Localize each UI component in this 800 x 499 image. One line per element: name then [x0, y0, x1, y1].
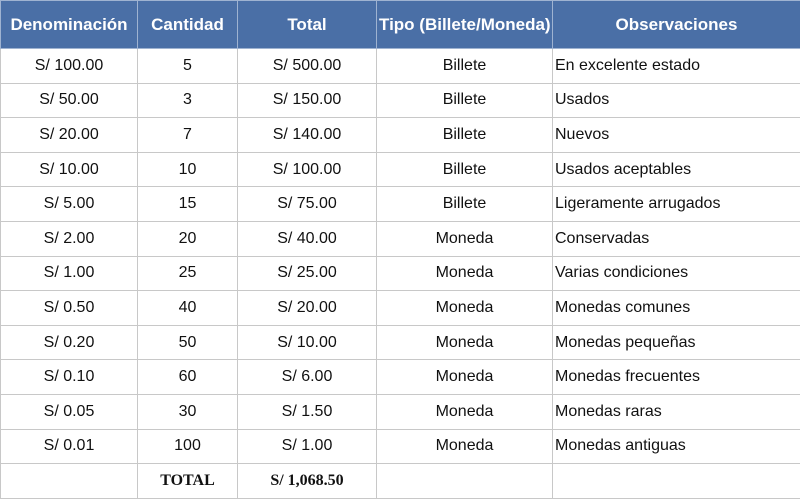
table-row: S/ 10.00 10 S/ 100.00 Billete Usados aceptab… [0, 151, 800, 188]
table-cell: Usados [552, 82, 800, 119]
table-cell: S/ 75.00 [237, 186, 377, 222]
table-cell: S/ 0.50 [0, 290, 138, 326]
table-row: S/ 20.00 7 S/ 140.00 Billete Nuevos [0, 117, 800, 153]
table-row: S/ 5.00 15 S/ 75.00 Billete Ligeramente arru… [0, 186, 800, 222]
table-cell: Moneda [376, 393, 553, 430]
table-cell: Moneda [376, 290, 553, 326]
table-cell: Billete [376, 151, 553, 188]
table-cell: 3 [137, 82, 238, 119]
header-cell: Denominación [0, 0, 138, 49]
table-cell: En excelente estado [552, 48, 800, 84]
table-cell: S/ 10.00 [0, 151, 138, 188]
table-cell: Moneda [376, 220, 553, 257]
table-cell: 100 [137, 428, 238, 465]
table-cell: 5 [137, 48, 238, 84]
table-cell: S/ 1.50 [237, 393, 377, 430]
table-cell: 60 [137, 359, 238, 395]
table-cell: 15 [137, 186, 238, 222]
table-row: S/ 0.50 40 S/ 20.00 Moneda Monedas comunes [0, 290, 800, 326]
total-value: S/ 1,068.50 [237, 463, 377, 499]
total-row: TOTAL S/ 1,068.50 [0, 463, 800, 499]
header-cell: Total [237, 0, 377, 49]
table-cell: Monedas pequeñas [552, 324, 800, 361]
table-cell: 20 [137, 220, 238, 257]
header-row: Denominación Cantidad Total Tipo (Billete/M… [0, 0, 800, 49]
table-cell: S/ 50.00 [0, 82, 138, 119]
table-cell: S/ 20.00 [0, 117, 138, 153]
empty-cell [0, 463, 138, 499]
table-cell: Nuevos [552, 117, 800, 153]
table-row: S/ 0.05 30 S/ 1.50 Moneda Monedas raras [0, 393, 800, 430]
table-cell: Monedas frecuentes [552, 359, 800, 395]
table-cell: 7 [137, 117, 238, 153]
table-row: S/ 0.20 50 S/ 10.00 Moneda Monedas pequeñas [0, 324, 800, 361]
table-row: S/ 50.00 3 S/ 150.00 Billete Usados [0, 82, 800, 119]
table-cell: Usados aceptables [552, 151, 800, 188]
table-cell: Moneda [376, 359, 553, 395]
table-body: S/ 100.00 5 S/ 500.00 Billete En excelente e… [0, 48, 800, 499]
table-cell: Monedas comunes [552, 290, 800, 326]
table-cell: Conservadas [552, 220, 800, 257]
table-cell: Billete [376, 186, 553, 222]
table-cell: 25 [137, 255, 238, 292]
table-cell: S/ 25.00 [237, 255, 377, 292]
table-cell: Monedas raras [552, 393, 800, 430]
table-cell: 40 [137, 290, 238, 326]
table-cell: S/ 500.00 [237, 48, 377, 84]
table-cell: S/ 100.00 [0, 48, 138, 84]
table-cell: S/ 1.00 [0, 255, 138, 292]
table-cell: S/ 100.00 [237, 151, 377, 188]
table-cell: Billete [376, 82, 553, 119]
table-cell: S/ 6.00 [237, 359, 377, 395]
table-cell: Moneda [376, 428, 553, 465]
table-cell: S/ 150.00 [237, 82, 377, 119]
table-cell: S/ 5.00 [0, 186, 138, 222]
table-cell: S/ 140.00 [237, 117, 377, 153]
table-cell: Billete [376, 117, 553, 153]
table-cell: S/ 40.00 [237, 220, 377, 257]
table-row: S/ 1.00 25 S/ 25.00 Moneda Varias condicione… [0, 255, 800, 292]
table-cell: Varias condiciones [552, 255, 800, 292]
table-cell: S/ 10.00 [237, 324, 377, 361]
header-cell: Cantidad [137, 0, 238, 49]
table-cell: Moneda [376, 324, 553, 361]
table-cell: Billete [376, 48, 553, 84]
table-cell: S/ 0.01 [0, 428, 138, 465]
total-label: TOTAL [137, 463, 238, 499]
table-row: S/ 2.00 20 S/ 40.00 Moneda Conservadas [0, 220, 800, 257]
header-cell: Tipo (Billete/Moneda) [376, 0, 553, 49]
table-cell: Monedas antiguas [552, 428, 800, 465]
table-row: S/ 0.01 100 S/ 1.00 Moneda Monedas antiguas [0, 428, 800, 465]
table-cell: S/ 2.00 [0, 220, 138, 257]
table-cell: S/ 20.00 [237, 290, 377, 326]
table-cell: Moneda [376, 255, 553, 292]
header-cell: Observaciones [552, 0, 800, 49]
table-cell: S/ 0.20 [0, 324, 138, 361]
table-cell: Ligeramente arrugados [552, 186, 800, 222]
table-row: S/ 100.00 5 S/ 500.00 Billete En excelente e… [0, 48, 800, 84]
table-row: S/ 0.10 60 S/ 6.00 Moneda Monedas frecuentes [0, 359, 800, 395]
table-cell: 10 [137, 151, 238, 188]
table-cell: S/ 0.10 [0, 359, 138, 395]
table-cell: 30 [137, 393, 238, 430]
table-cell: S/ 0.05 [0, 393, 138, 430]
empty-cell [552, 463, 800, 499]
table-cell: S/ 1.00 [237, 428, 377, 465]
table-cell: 50 [137, 324, 238, 361]
empty-cell [376, 463, 553, 499]
